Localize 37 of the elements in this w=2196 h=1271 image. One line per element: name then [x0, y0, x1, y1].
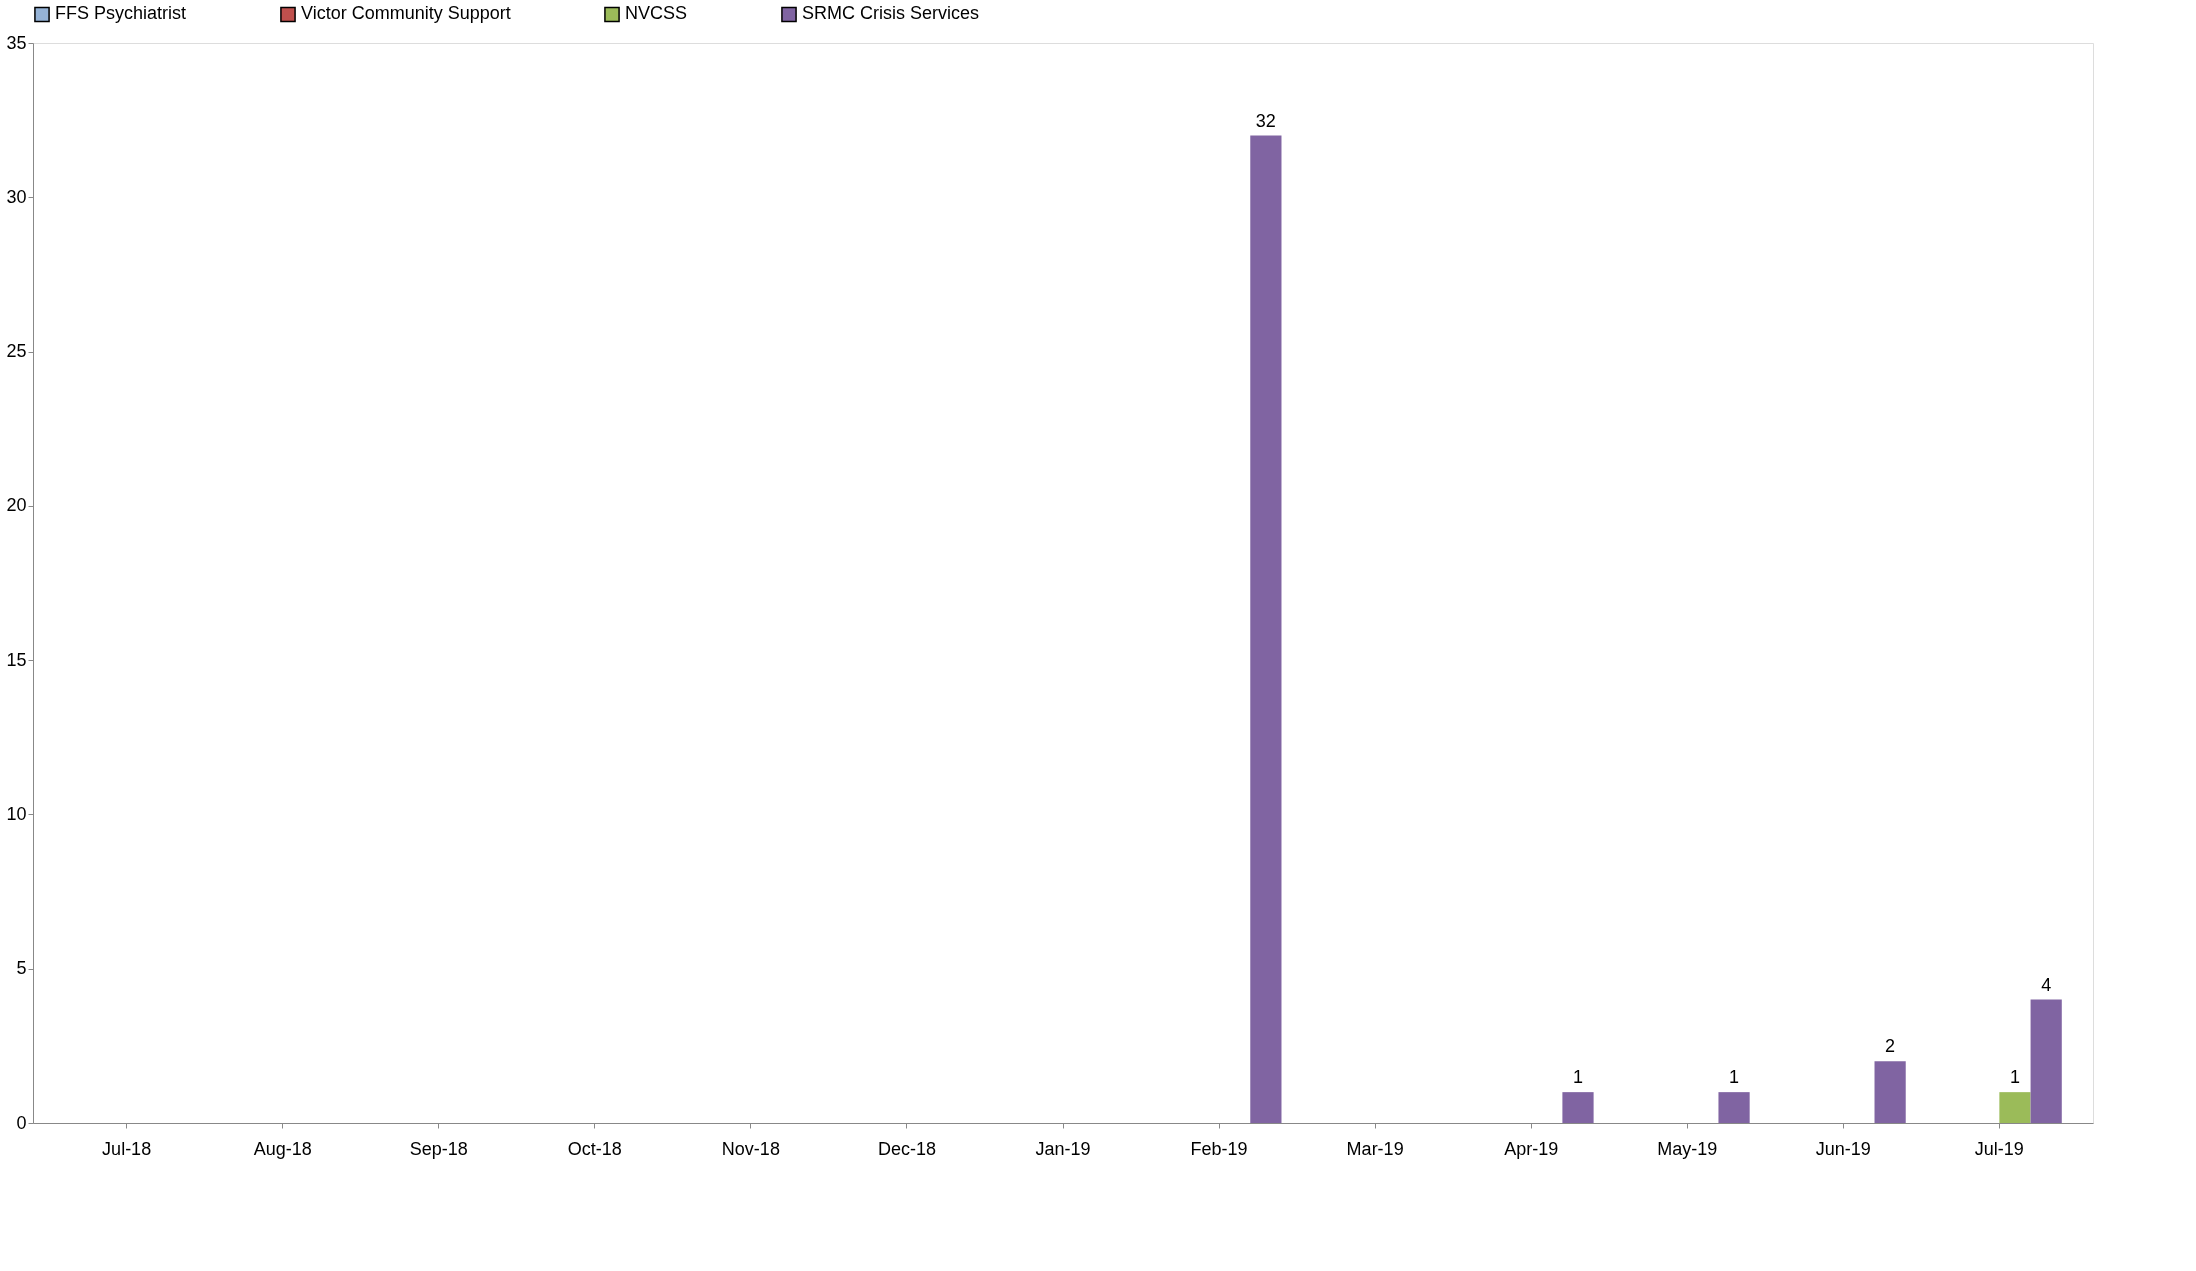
y-tick-label: 0	[16, 1112, 27, 1133]
data-label: 32	[1255, 110, 1276, 131]
y-tick-label: 10	[6, 803, 27, 824]
x-tick-label: Apr-19	[1504, 1138, 1559, 1159]
bar	[1250, 135, 1282, 1123]
data-label: 1	[2009, 1067, 2020, 1088]
y-tick-label: 35	[6, 32, 27, 53]
x-tick-label: Jul-19	[1974, 1138, 2024, 1159]
data-label: 1	[1572, 1067, 1584, 1088]
x-tick-label: Jan-19	[1035, 1138, 1091, 1159]
x-tick-label: Mar-19	[1346, 1138, 1404, 1159]
legend-label: Victor Community Support	[301, 3, 511, 24]
y-tick-label: 25	[6, 341, 27, 362]
data-label: 2	[1885, 1036, 1896, 1057]
y-tick-label: 20	[6, 495, 27, 516]
x-tick-label: Oct-18	[567, 1138, 622, 1159]
x-tick-label: Feb-19	[1190, 1138, 1248, 1159]
y-tick-label: 30	[6, 186, 27, 207]
x-tick-label: Dec-18	[877, 1138, 936, 1159]
data-label: 4	[2041, 974, 2052, 995]
bar	[1562, 1092, 1594, 1123]
legend-label: NVCSS	[625, 3, 688, 24]
data-label: 1	[1729, 1067, 1740, 1088]
bar	[1874, 1061, 1906, 1123]
bar	[1718, 1092, 1750, 1123]
legend-label: FFS Psychiatrist	[55, 3, 187, 24]
bar	[2030, 999, 2062, 1123]
bar	[1999, 1092, 2031, 1123]
x-tick-label: Nov-18	[721, 1138, 780, 1159]
x-tick-label: Aug-18	[253, 1138, 312, 1159]
x-tick-label: Jun-19	[1815, 1138, 1871, 1159]
y-tick-label: 5	[16, 958, 27, 979]
x-tick-label: Sep-18	[409, 1138, 468, 1159]
x-tick-label: May-19	[1657, 1138, 1718, 1159]
x-tick-label: Jul-18	[102, 1138, 152, 1159]
legend-label: SRMC Crisis Services	[802, 3, 980, 24]
y-tick-label: 15	[6, 649, 27, 670]
